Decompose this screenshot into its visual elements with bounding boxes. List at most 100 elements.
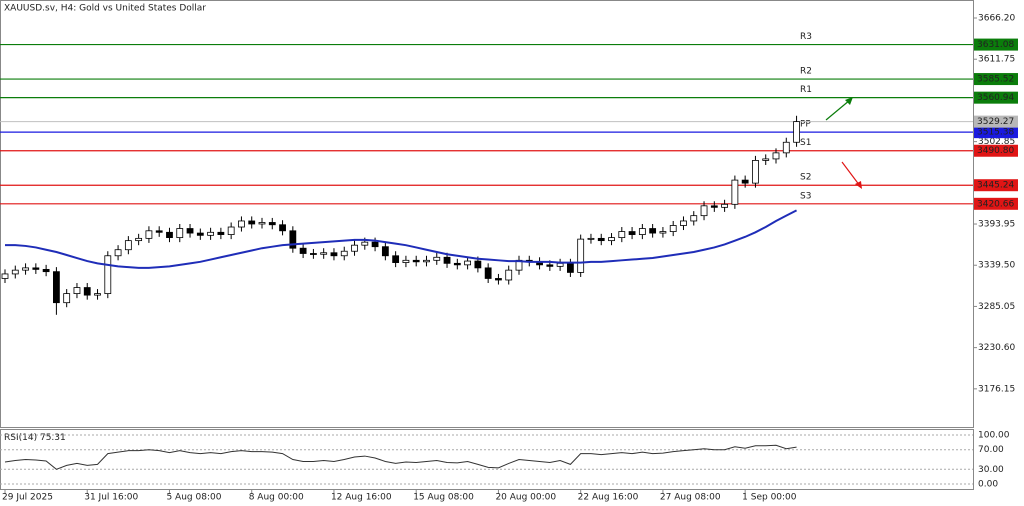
- candle-body: [289, 230, 297, 249]
- candle-body: [546, 264, 554, 267]
- candle-body: [495, 278, 502, 281]
- candle-body: [772, 152, 780, 160]
- rsi-tick-label: 70.00: [978, 445, 1004, 455]
- candle-body: [433, 256, 441, 261]
- candle-body: [443, 256, 451, 264]
- x-tick-label: 15 Aug 08:00: [413, 493, 474, 503]
- pivot-price-box: [974, 197, 1018, 210]
- candle-body: [618, 231, 626, 239]
- price-box: [974, 115, 1018, 128]
- candle-body: [227, 226, 235, 235]
- candle-body: [587, 237, 595, 240]
- pivot-price: 3631.08: [977, 40, 1014, 50]
- main-panel: [0, 0, 974, 428]
- candle-body: [556, 262, 564, 267]
- arrow-up: [825, 97, 853, 121]
- candle-body: [166, 231, 173, 239]
- y-tick-label: 3176.15: [978, 384, 1015, 394]
- candle-body: [741, 179, 749, 184]
- candle-body: [63, 293, 71, 304]
- candle-body: [752, 160, 759, 184]
- y-tick-label: 3502.85: [978, 137, 1015, 147]
- x-tick-label: 5 Aug 08:00: [166, 493, 221, 503]
- candle-body: [700, 205, 708, 217]
- pivot-price-box: [974, 144, 1018, 157]
- pivot-price: 3515.38: [977, 128, 1014, 138]
- candle-body: [186, 228, 194, 234]
- candle-body: [248, 220, 256, 225]
- y-tick-label: 3230.60: [978, 343, 1015, 353]
- candle-body: [279, 224, 286, 232]
- candle-body: [22, 267, 29, 271]
- candle-body: [669, 225, 677, 232]
- rsi-line: [4, 444, 797, 470]
- pivot-price-box: [974, 38, 1018, 51]
- candle-body: [710, 205, 718, 208]
- candle-body: [114, 249, 122, 257]
- candle-body: [299, 247, 307, 254]
- candle-body: [145, 230, 153, 239]
- x-tick-label: 12 Aug 16:00: [331, 493, 392, 503]
- candle-body: [207, 231, 215, 236]
- price-label: 3529.27: [977, 117, 1014, 127]
- rsi-panel: [0, 429, 974, 490]
- pivot-name: PP: [800, 120, 811, 130]
- candle-body: [412, 259, 420, 263]
- candle-body: [94, 293, 101, 296]
- candle-body: [11, 269, 19, 275]
- pivot-price: 3420.66: [977, 199, 1014, 209]
- candle-body: [176, 228, 184, 239]
- candle-body: [597, 237, 605, 242]
- candle-body: [83, 287, 91, 296]
- candle-body: [104, 255, 112, 295]
- y-tick-label: 3393.95: [978, 220, 1015, 230]
- candle-body: [782, 141, 790, 154]
- candle-body: [392, 255, 400, 263]
- candle-body: [340, 250, 348, 257]
- y-tick-label: 3611.75: [978, 55, 1015, 65]
- candle-body: [567, 262, 574, 273]
- candle-body: [680, 220, 687, 226]
- candle-body: [320, 252, 328, 255]
- candle-body: [155, 230, 163, 233]
- moving-average: [5, 209, 798, 269]
- rsi-title: RSI(14) 75.31: [4, 433, 66, 443]
- candle-body: [505, 269, 513, 281]
- candle-body: [268, 222, 276, 226]
- candle-body: [423, 259, 430, 263]
- candle-body: [53, 271, 60, 304]
- candle-body: [351, 244, 358, 252]
- rsi-tick-label: 100.00: [978, 431, 1010, 441]
- candle-body: [793, 121, 800, 143]
- x-tick-label: 8 Aug 00:00: [249, 493, 304, 503]
- y-tick-label: 3666.20: [978, 14, 1015, 24]
- candle-body: [42, 268, 50, 273]
- candle-body: [73, 287, 81, 295]
- x-tick-label: 27 Aug 08:00: [660, 493, 721, 503]
- pivot-name: S1: [800, 138, 811, 148]
- candle-body: [608, 237, 615, 242]
- x-tick-label: 1 Sep 00:00: [742, 493, 797, 503]
- candle-body: [196, 232, 204, 236]
- x-tick-label: 29 Jul 2025: [2, 493, 53, 503]
- candle-body: [484, 267, 492, 279]
- candle-body: [1, 273, 9, 279]
- candle-body: [381, 246, 389, 257]
- y-tick-label: 3285.05: [978, 302, 1015, 312]
- x-tick-label: 31 Jul 16:00: [84, 493, 138, 503]
- pivot-price: 3560.94: [977, 93, 1014, 103]
- pivot-price: 3445.24: [977, 181, 1014, 191]
- candle-body: [309, 253, 317, 255]
- rsi-name: RSI(14): [4, 433, 37, 443]
- pivot-price-box: [974, 126, 1018, 139]
- candle-body: [217, 231, 225, 235]
- candle-body: [721, 203, 728, 208]
- candle-body: [628, 231, 636, 235]
- candle-body: [135, 237, 143, 242]
- x-tick-label: 20 Aug 00:00: [495, 493, 556, 503]
- candle-body: [361, 241, 369, 246]
- candle-body: [690, 215, 698, 222]
- candle-body: [330, 252, 338, 257]
- candle-body: [577, 238, 585, 273]
